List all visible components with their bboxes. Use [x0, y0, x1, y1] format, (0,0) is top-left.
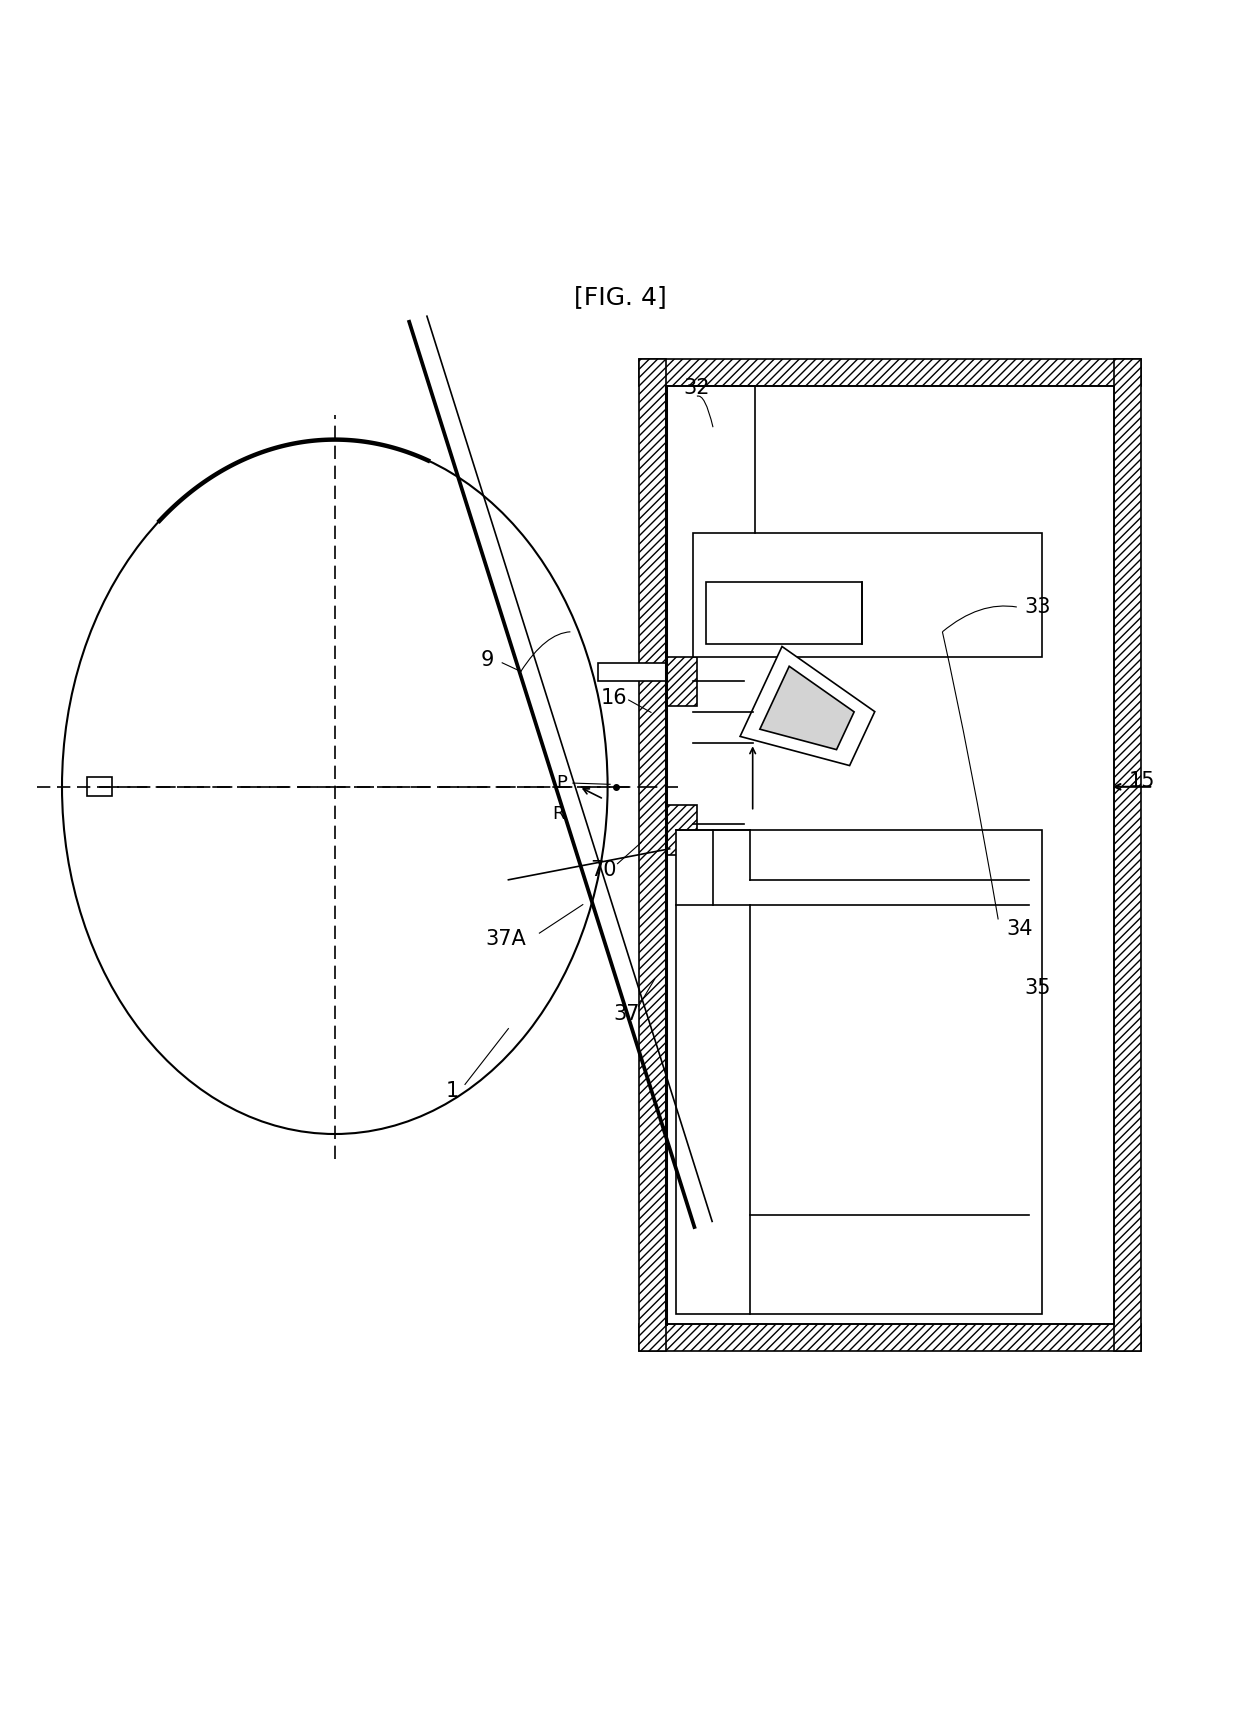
Bar	[87, 778, 112, 797]
Bar	[666, 657, 697, 706]
Bar	[639, 359, 1141, 386]
Text: 32: 32	[683, 378, 711, 397]
Text: R: R	[552, 805, 564, 823]
Text: 16: 16	[600, 687, 627, 708]
Bar	[639, 359, 666, 1351]
Text: 9: 9	[481, 650, 494, 670]
Text: 35: 35	[1024, 978, 1052, 997]
Text: 70: 70	[590, 860, 618, 881]
Text: P: P	[557, 775, 567, 792]
Text: 34: 34	[1006, 920, 1033, 939]
Text: 37: 37	[613, 1004, 640, 1024]
Text: [FIG. 4]: [FIG. 4]	[574, 286, 666, 310]
Text: 1: 1	[446, 1081, 459, 1101]
Text: 37A: 37A	[486, 929, 526, 949]
Bar	[666, 386, 1114, 1324]
Polygon shape	[740, 646, 874, 766]
Polygon shape	[760, 667, 854, 749]
Text: 33: 33	[1024, 597, 1052, 617]
Bar	[666, 805, 697, 855]
Bar	[598, 663, 666, 681]
Bar	[706, 581, 862, 645]
Text: 15: 15	[1128, 771, 1154, 790]
Bar	[639, 1324, 1141, 1351]
Bar	[693, 532, 1042, 657]
Bar	[1114, 359, 1141, 1351]
Bar	[676, 829, 1042, 1313]
